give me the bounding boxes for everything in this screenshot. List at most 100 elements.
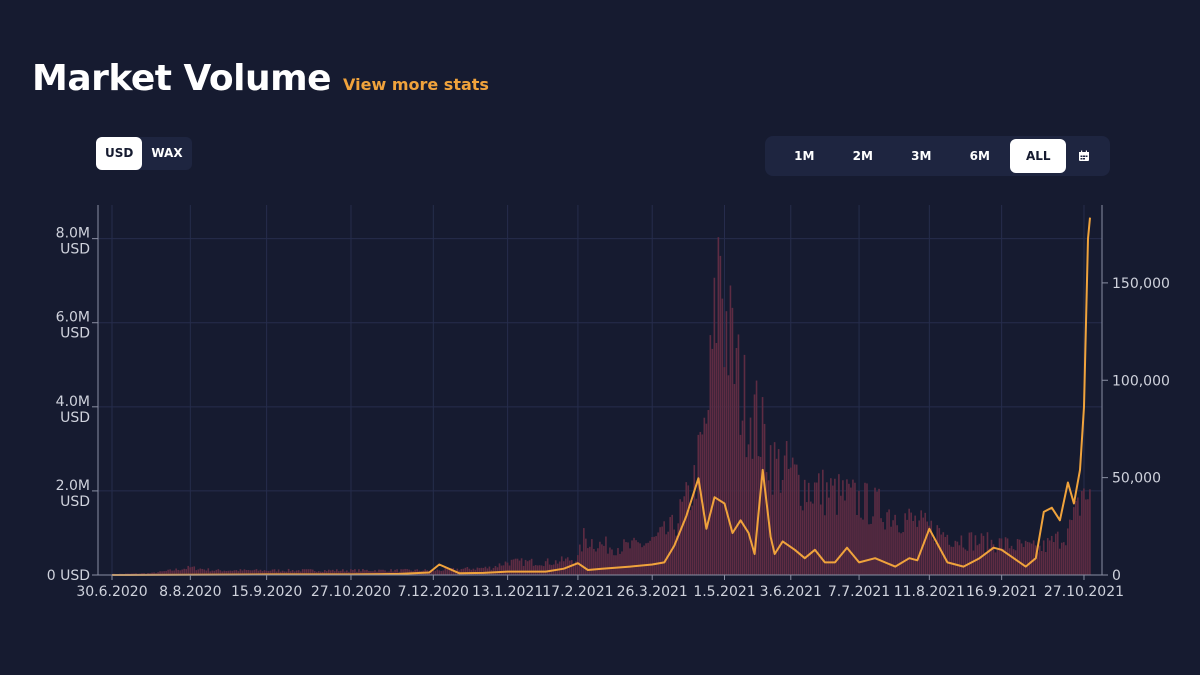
transactions-bar bbox=[285, 571, 288, 575]
transactions-bar bbox=[506, 562, 509, 575]
x-tick-label: 1.5.2021 bbox=[693, 584, 755, 600]
transactions-bar bbox=[1006, 538, 1009, 575]
transactions-bar bbox=[191, 566, 194, 575]
transactions-bar bbox=[956, 541, 959, 575]
transactions-bar bbox=[902, 532, 904, 575]
transactions-bar bbox=[647, 542, 649, 575]
view-more-stats-link[interactable]: View more stats bbox=[343, 75, 489, 94]
range-2m-button[interactable]: 2M bbox=[852, 149, 873, 163]
transactions-bar bbox=[484, 566, 487, 575]
transactions-bar bbox=[360, 571, 362, 575]
transactions-bar bbox=[787, 468, 790, 575]
transactions-bar bbox=[179, 570, 181, 575]
time-range-selector: 1M 2M 3M 6M ALL bbox=[765, 136, 1110, 176]
transactions-bar bbox=[697, 434, 700, 575]
transactions-bar bbox=[920, 510, 923, 575]
transactions-bar bbox=[273, 569, 276, 575]
transactions-bar bbox=[751, 458, 754, 575]
transactions-bar bbox=[862, 519, 864, 575]
transactions-bar bbox=[265, 570, 268, 575]
transactions-bar bbox=[165, 570, 167, 575]
transactions-bar bbox=[1079, 515, 1081, 575]
transactions-bar bbox=[817, 473, 820, 575]
transactions-bar bbox=[709, 335, 712, 575]
transactions-bar bbox=[878, 488, 880, 575]
transactions-bar bbox=[773, 442, 776, 575]
transactions-bar bbox=[1048, 540, 1051, 575]
range-3m-button[interactable]: 3M bbox=[911, 149, 932, 163]
transactions-bar bbox=[199, 568, 202, 575]
transactions-bar bbox=[815, 482, 818, 575]
transactions-bar bbox=[195, 570, 198, 575]
transactions-bar bbox=[1089, 489, 1091, 575]
transactions-bar bbox=[677, 523, 680, 575]
transactions-bar bbox=[446, 568, 449, 575]
left-tick-label-line: 6.0M bbox=[56, 310, 90, 326]
transactions-bar bbox=[605, 536, 607, 575]
transactions-bar bbox=[394, 569, 396, 575]
transactions-bar bbox=[992, 544, 995, 575]
transactions-bar bbox=[289, 571, 292, 575]
transactions-bar bbox=[526, 561, 529, 575]
transactions-bar bbox=[737, 334, 740, 575]
transactions-bar bbox=[641, 547, 643, 575]
transactions-bar bbox=[1036, 552, 1039, 575]
transactions-bar bbox=[908, 508, 910, 575]
transactions-bar bbox=[350, 569, 352, 575]
transactions-bar bbox=[233, 570, 236, 575]
transactions-bar bbox=[607, 553, 609, 575]
transactions-bar bbox=[860, 517, 862, 575]
transactions-bar bbox=[659, 527, 661, 575]
transactions-bar bbox=[884, 529, 886, 575]
range-all-button[interactable]: ALL bbox=[1010, 139, 1067, 173]
transactions-bar bbox=[227, 570, 230, 575]
right-tick-label: 0 bbox=[1112, 568, 1121, 584]
transactions-bar bbox=[880, 518, 882, 575]
currency-wax-button[interactable]: WAX bbox=[151, 146, 183, 160]
transactions-bar bbox=[1010, 545, 1013, 575]
transactions-bar bbox=[585, 538, 587, 575]
transactions-bar bbox=[936, 525, 939, 575]
transactions-bar bbox=[1026, 541, 1029, 575]
currency-usd-button[interactable]: USD bbox=[96, 137, 143, 170]
transactions-bar bbox=[295, 570, 298, 575]
transactions-bar bbox=[950, 546, 953, 575]
transactions-bar bbox=[645, 543, 647, 575]
transactions-bar bbox=[783, 455, 786, 575]
transactions-bar bbox=[763, 423, 766, 575]
transactions-bar bbox=[502, 565, 505, 575]
transactions-bar bbox=[1077, 497, 1079, 575]
range-6m-button[interactable]: 6M bbox=[969, 149, 990, 163]
transactions-bar bbox=[323, 570, 326, 575]
transactions-bar bbox=[635, 540, 637, 575]
transactions-bar bbox=[229, 570, 232, 575]
transactions-bar bbox=[916, 526, 918, 575]
transactions-bar bbox=[1087, 499, 1089, 575]
transactions-bar bbox=[900, 533, 902, 575]
transactions-bar bbox=[163, 571, 165, 575]
transactions-bar bbox=[572, 563, 575, 575]
transactions-bar bbox=[1067, 528, 1069, 575]
transactions-bar bbox=[370, 571, 372, 575]
transactions-bar bbox=[613, 555, 615, 575]
transactions-bar bbox=[655, 536, 657, 575]
range-1m-button[interactable]: 1M bbox=[794, 149, 815, 163]
transactions-bar bbox=[793, 464, 796, 575]
transactions-bar bbox=[663, 521, 665, 575]
transactions-bar bbox=[826, 482, 828, 575]
transactions-bar bbox=[745, 457, 748, 575]
x-tick-label: 16.9.2021 bbox=[966, 584, 1037, 600]
transactions-bar bbox=[372, 571, 374, 575]
transactions-bar bbox=[460, 569, 463, 575]
transactions-bar bbox=[430, 570, 433, 575]
left-tick-label-line: USD bbox=[60, 410, 90, 426]
left-tick-label-line: USD bbox=[60, 242, 90, 258]
left-tick-label-line: 0 USD bbox=[47, 568, 90, 584]
transactions-bar bbox=[721, 298, 724, 575]
transactions-bar bbox=[689, 510, 692, 575]
transactions-bar bbox=[930, 520, 933, 575]
transactions-bar bbox=[189, 567, 192, 575]
calendar-icon[interactable] bbox=[1069, 139, 1099, 173]
transactions-bar bbox=[528, 560, 531, 575]
transactions-bar bbox=[277, 569, 280, 575]
